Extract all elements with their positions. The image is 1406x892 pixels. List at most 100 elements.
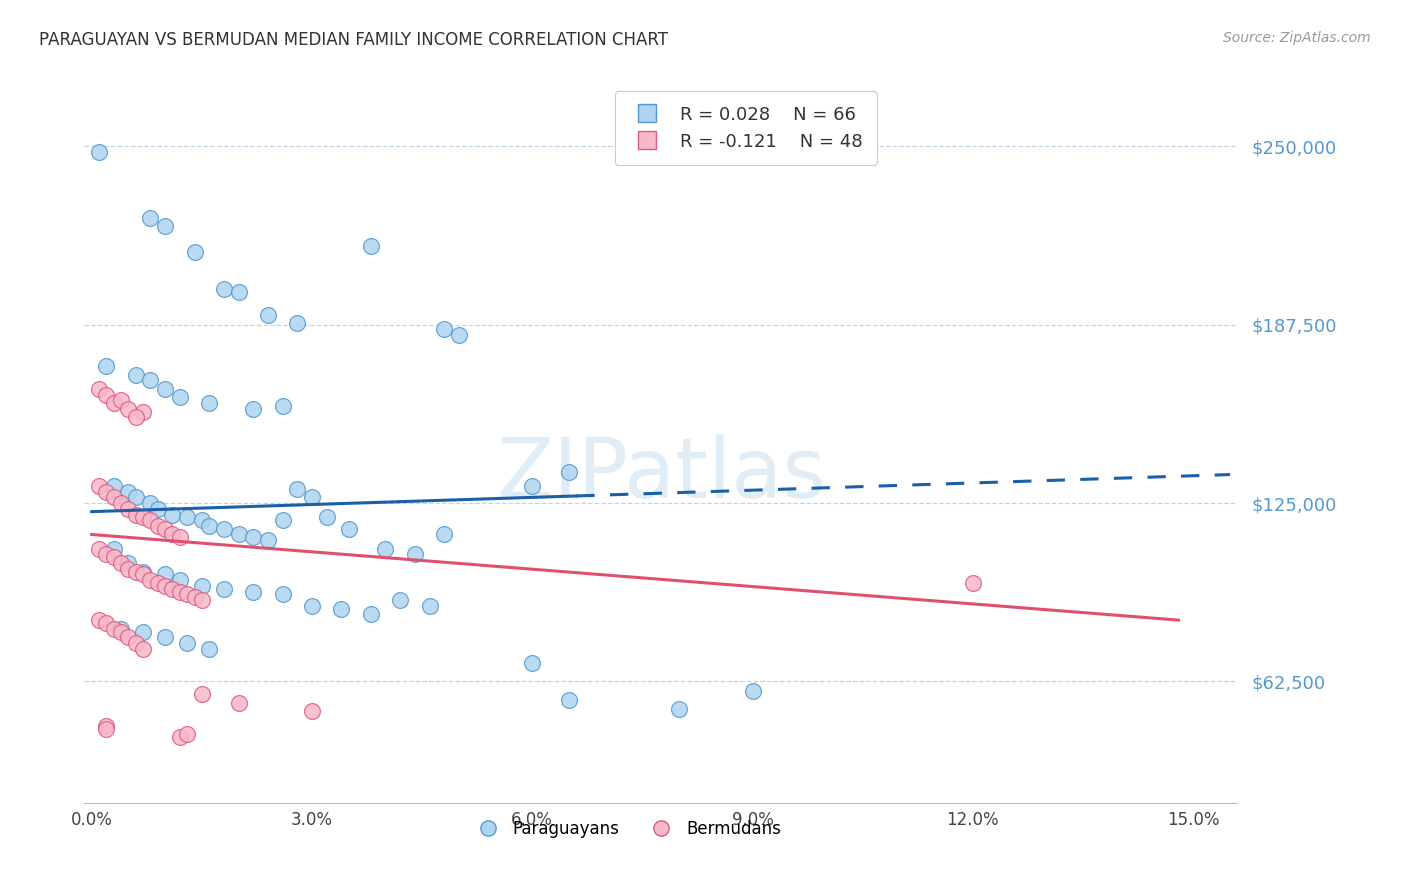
Point xyxy=(132,565,155,579)
Text: PARAGUAYAN VS BERMUDAN MEDIAN FAMILY INCOME CORRELATION CHART: PARAGUAYAN VS BERMUDAN MEDIAN FAMILY INC… xyxy=(39,31,668,49)
Point xyxy=(360,239,382,253)
Point xyxy=(191,687,214,701)
Point xyxy=(271,587,294,601)
Point xyxy=(389,593,412,607)
Point xyxy=(96,387,118,401)
Point xyxy=(558,465,581,479)
Point xyxy=(87,479,110,493)
Point xyxy=(176,636,198,650)
Text: ZIPatlas: ZIPatlas xyxy=(496,434,825,515)
Point xyxy=(169,584,191,599)
Point xyxy=(110,556,132,570)
Point xyxy=(242,584,264,599)
Point xyxy=(153,382,176,396)
Legend: Paraguayans, Bermudans: Paraguayans, Bermudans xyxy=(464,814,787,845)
Point xyxy=(132,405,155,419)
Point xyxy=(198,519,221,533)
Point xyxy=(301,491,323,505)
Point xyxy=(125,410,148,425)
Point xyxy=(315,510,337,524)
Point xyxy=(418,599,440,613)
Point xyxy=(191,593,214,607)
Point xyxy=(301,705,323,719)
Point xyxy=(139,496,162,510)
Point xyxy=(87,382,110,396)
Point xyxy=(242,401,264,416)
Point xyxy=(117,630,139,644)
Point xyxy=(132,510,155,524)
Point xyxy=(228,285,250,299)
Point xyxy=(103,622,125,636)
Point xyxy=(132,567,155,582)
Point xyxy=(169,730,191,744)
Point xyxy=(404,548,426,562)
Point xyxy=(522,479,544,493)
Point xyxy=(176,727,198,741)
Point xyxy=(228,527,250,541)
Point xyxy=(110,624,132,639)
Point xyxy=(103,541,125,556)
Point xyxy=(337,522,360,536)
Point xyxy=(139,513,162,527)
Point xyxy=(558,693,581,707)
Point xyxy=(668,701,690,715)
Point xyxy=(139,573,162,587)
Point xyxy=(146,576,169,591)
Point xyxy=(96,548,118,562)
Point xyxy=(110,393,132,408)
Point xyxy=(301,599,323,613)
Point xyxy=(110,622,132,636)
Point xyxy=(962,576,984,591)
Point xyxy=(228,696,250,710)
Point xyxy=(117,501,139,516)
Point xyxy=(242,530,264,544)
Point xyxy=(96,484,118,499)
Point xyxy=(198,396,221,410)
Point xyxy=(103,550,125,565)
Point xyxy=(191,513,214,527)
Point xyxy=(139,211,162,225)
Point xyxy=(191,579,214,593)
Point xyxy=(176,510,198,524)
Point xyxy=(110,496,132,510)
Point xyxy=(169,573,191,587)
Point xyxy=(132,641,155,656)
Point xyxy=(257,308,280,322)
Point xyxy=(87,613,110,627)
Point xyxy=(162,527,184,541)
Point xyxy=(447,327,470,342)
Point xyxy=(87,541,110,556)
Point xyxy=(96,615,118,630)
Point xyxy=(162,582,184,596)
Point xyxy=(87,145,110,159)
Point xyxy=(212,522,235,536)
Point xyxy=(139,373,162,387)
Point xyxy=(117,401,139,416)
Point xyxy=(125,636,148,650)
Point xyxy=(125,565,148,579)
Point xyxy=(330,601,353,615)
Point xyxy=(153,630,176,644)
Point xyxy=(117,556,139,570)
Point xyxy=(198,641,221,656)
Point xyxy=(117,562,139,576)
Point xyxy=(96,359,118,373)
Point xyxy=(741,684,763,698)
Point xyxy=(271,513,294,527)
Point xyxy=(169,530,191,544)
Point xyxy=(125,491,148,505)
Point xyxy=(125,368,148,382)
Point xyxy=(125,508,148,522)
Point xyxy=(103,479,125,493)
Point xyxy=(117,484,139,499)
Point xyxy=(153,579,176,593)
Point xyxy=(433,322,456,336)
Point xyxy=(162,508,184,522)
Point xyxy=(132,624,155,639)
Point xyxy=(285,316,308,330)
Point xyxy=(153,522,176,536)
Point xyxy=(153,567,176,582)
Point xyxy=(183,244,205,259)
Point xyxy=(146,519,169,533)
Point xyxy=(374,541,396,556)
